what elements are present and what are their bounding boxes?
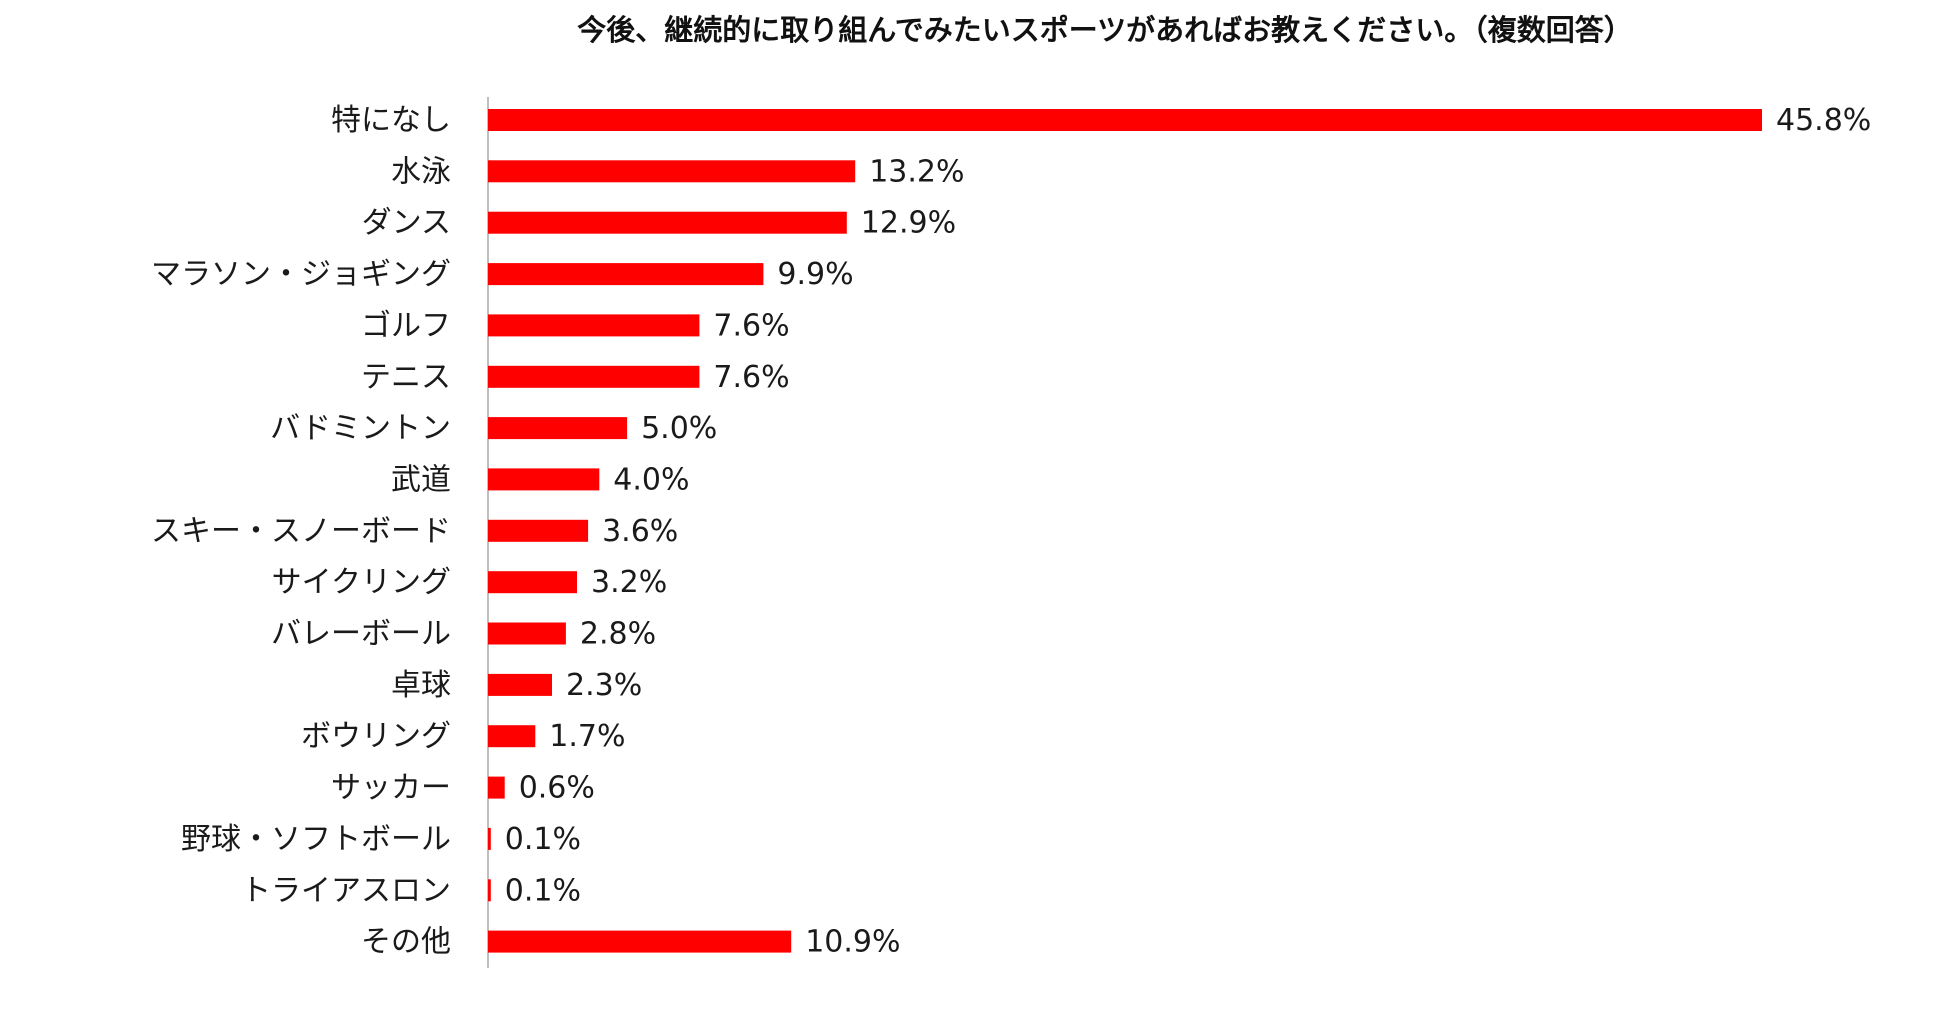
bar	[488, 211, 847, 234]
category-label: ダンス	[362, 206, 451, 241]
data-label: 0.1%	[505, 822, 581, 857]
category-label: 武道	[391, 462, 451, 497]
category-label: 野球・ソフトボール	[181, 822, 451, 857]
bar	[488, 673, 552, 696]
bar	[488, 417, 628, 440]
bar	[488, 263, 764, 286]
category-label: ゴルフ	[361, 308, 451, 343]
category-label: その他	[361, 925, 451, 960]
data-label: 3.2%	[591, 565, 667, 600]
bar	[488, 622, 566, 645]
data-label: 2.3%	[566, 668, 642, 703]
category-label: マラソン・ジョギング	[151, 257, 451, 292]
category-label: トライアスロン	[241, 873, 451, 908]
data-label: 4.0%	[613, 462, 689, 497]
bars-group: 特になし 45.8% 水泳 13.2% ダンス 12.9% マラソン・ジョギング 9.9% ゴル…	[151, 103, 1871, 960]
bar	[488, 930, 792, 953]
data-label: 10.9%	[805, 925, 900, 960]
category-label: 特になし	[331, 103, 451, 138]
bar	[488, 109, 1762, 131]
bar	[488, 725, 536, 748]
category-label: 水泳	[391, 154, 451, 189]
category-label: テニス	[361, 360, 451, 395]
data-label: 1.7%	[549, 719, 625, 754]
category-label: バドミントン	[270, 411, 451, 446]
bar	[488, 879, 491, 902]
data-label: 5.0%	[641, 411, 717, 446]
bar	[488, 776, 505, 799]
bar	[488, 519, 589, 542]
bar	[488, 314, 700, 337]
data-label: 12.9%	[861, 206, 956, 241]
data-label: 7.6%	[713, 308, 789, 343]
data-label: 45.8%	[1776, 103, 1871, 138]
category-label: 卓球	[391, 668, 451, 703]
bar	[488, 365, 700, 388]
category-label: バレーボール	[271, 617, 451, 652]
category-label: サイクリング	[272, 565, 451, 600]
data-label: 9.9%	[777, 257, 853, 292]
data-label: 13.2%	[869, 154, 964, 189]
bar	[488, 160, 856, 183]
chart-title: 今後、継続的に取り組んでみたいスポーツがあればお教えください。（複数回答）	[577, 13, 1633, 47]
category-label: サッカー	[331, 771, 451, 806]
data-label: 0.1%	[505, 873, 581, 908]
data-label: 3.6%	[602, 514, 678, 549]
bar	[488, 468, 600, 491]
bar	[488, 827, 491, 850]
category-label: スキー・スノーボード	[151, 514, 451, 549]
bar	[488, 571, 577, 594]
category-label: ボウリング	[301, 719, 451, 754]
data-label: 7.6%	[713, 360, 789, 395]
data-label: 0.6%	[519, 771, 595, 806]
data-label: 2.8%	[580, 617, 656, 652]
